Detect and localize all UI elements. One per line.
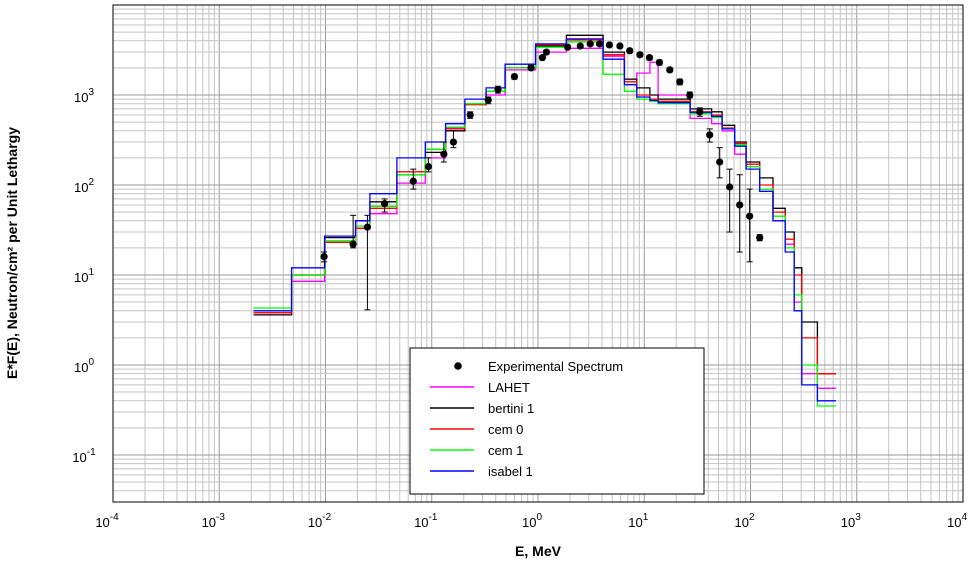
- y-axis-title: E*F(E), Neutron/cm² per Unit Lethargy: [4, 127, 20, 379]
- y-tick-labels: 10-1 100 101 102 103: [72, 87, 96, 465]
- experimental-point: [538, 54, 546, 62]
- experimental-point: [381, 200, 389, 208]
- experimental-point: [466, 111, 474, 119]
- experimental-point: [484, 96, 492, 104]
- y-tick-label: 10-1: [72, 447, 96, 465]
- experimental-point: [596, 40, 604, 48]
- y-tick-label: 100: [74, 357, 94, 375]
- experimental-point: [655, 58, 664, 67]
- legend-label: cem 1: [488, 443, 523, 458]
- experimental-point: [706, 131, 714, 139]
- x-axis-title: E, MeV: [515, 543, 562, 559]
- experimental-point: [586, 40, 594, 48]
- experimental-point: [666, 66, 674, 74]
- x-tick-label: 103: [841, 512, 861, 530]
- experimental-point: [686, 91, 694, 99]
- legend: Experimental Spectrum LAHET bertini 1 cem 0…: [409, 347, 705, 495]
- experimental-point: [542, 48, 551, 56]
- plot-frame: [112, 4, 964, 503]
- legend-label: isabel 1: [488, 464, 533, 479]
- y-tick-label: 101: [74, 267, 94, 285]
- experimental-point: [409, 177, 417, 185]
- experimental-point: [636, 51, 644, 59]
- experimental-point: [726, 183, 734, 191]
- experimental-layer: [320, 40, 764, 311]
- experimental-point: [616, 42, 624, 50]
- experimental-point: [645, 54, 654, 62]
- experimental-point: [510, 73, 519, 81]
- experimental-point: [716, 158, 724, 166]
- experimental-point: [564, 43, 572, 51]
- legend-marker-experimental: [454, 362, 462, 370]
- x-tick-label: 10-4: [95, 512, 119, 530]
- x-tick-label: 100: [522, 512, 542, 530]
- experimental-point: [736, 201, 744, 209]
- y-tick-label: 102: [74, 177, 94, 195]
- legend-label: Experimental Spectrum: [488, 359, 623, 374]
- x-tick-label: 102: [734, 512, 754, 530]
- experimental-point: [576, 42, 584, 50]
- x-tick-label: 10-3: [202, 512, 226, 530]
- experimental-point: [605, 41, 614, 49]
- legend-box: [409, 347, 705, 495]
- experimental-point: [746, 212, 754, 220]
- y-tick-label: 103: [74, 87, 94, 105]
- experimental-point: [440, 150, 448, 158]
- experimental-point: [696, 108, 704, 116]
- experimental-point: [363, 223, 372, 231]
- x-tick-labels: 10-4 10-3 10-2 10-1 100 101 102 103 104: [95, 512, 967, 530]
- legend-label: LAHET: [488, 380, 530, 395]
- legend-label: bertini 1: [488, 401, 534, 416]
- experimental-point: [449, 138, 458, 146]
- legend-label: cem 0: [488, 422, 523, 437]
- experimental-point: [349, 240, 357, 248]
- series-isabel-1: [253, 38, 836, 402]
- experimental-point: [676, 78, 684, 86]
- experimental-point: [494, 85, 502, 94]
- experimental-point: [320, 252, 328, 261]
- experimental-point: [424, 163, 433, 171]
- experimental-point: [626, 47, 634, 55]
- x-tick-label: 10-2: [308, 512, 332, 530]
- x-tick-label: 101: [628, 512, 648, 530]
- experimental-point: [756, 234, 764, 242]
- x-tick-label: 104: [947, 512, 967, 530]
- experimental-point: [527, 64, 535, 72]
- x-tick-label: 10-1: [414, 512, 438, 530]
- series-layer: [253, 34, 836, 407]
